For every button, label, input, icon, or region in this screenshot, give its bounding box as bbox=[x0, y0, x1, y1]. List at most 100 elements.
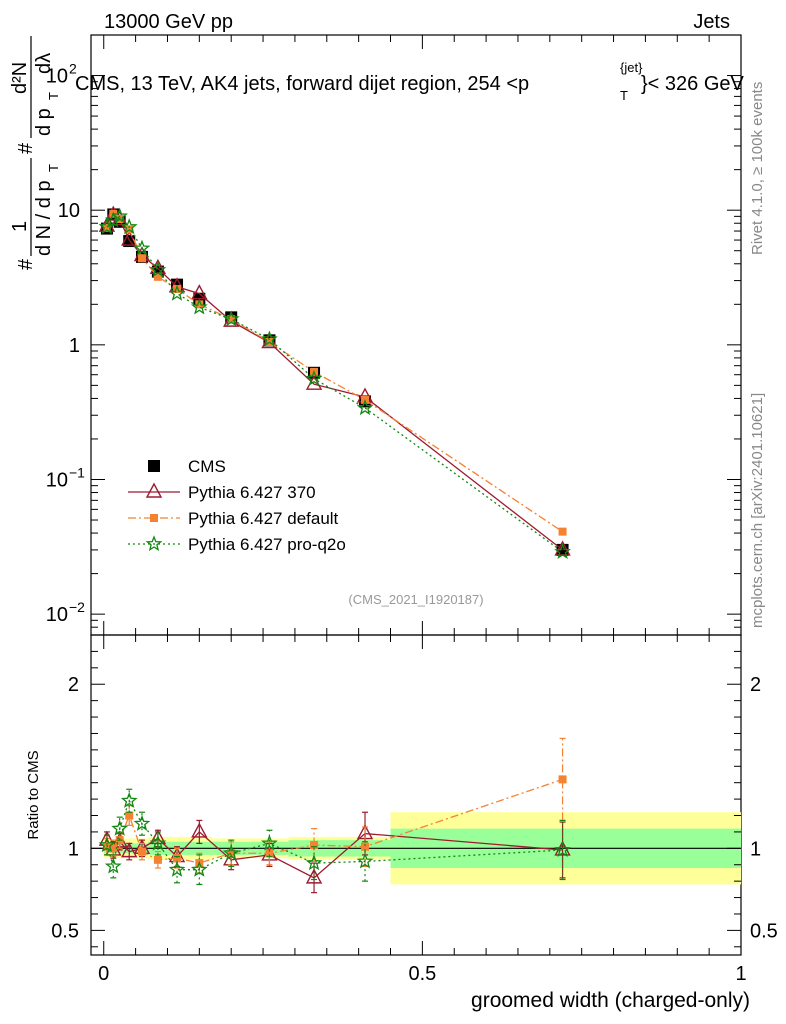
legend-marker-0 bbox=[148, 460, 160, 472]
ratio-plot-frame bbox=[90, 634, 742, 956]
legend-marker-1 bbox=[145, 482, 163, 498]
x-tick-label: 0 bbox=[98, 963, 109, 985]
ratio-y-tick-label-right: 2 bbox=[750, 674, 761, 696]
y-tick-label-exp: −1 bbox=[69, 464, 85, 480]
x-axis-label: groomed width (charged-only) bbox=[471, 989, 750, 1012]
ratio-point-2 bbox=[133, 814, 151, 831]
y-tick-label: 1 bbox=[69, 335, 80, 357]
rivet-version-label: Rivet 4.1.0, ≥ 100k events bbox=[749, 82, 766, 255]
header-energy: 13000 GeV pp bbox=[104, 11, 233, 33]
ratio-ylabel: Ratio to CMS bbox=[25, 750, 42, 839]
ratio-point-1 bbox=[109, 844, 118, 853]
ratio-point-0 bbox=[554, 840, 571, 856]
ratio-point-2 bbox=[168, 860, 186, 877]
ylabel-hash: # bbox=[15, 258, 37, 270]
ratio-point-1 bbox=[125, 811, 134, 820]
ylabel-dlambda: dλ bbox=[33, 53, 55, 74]
ratio-point-0 bbox=[305, 868, 323, 884]
header-category: Jets bbox=[693, 11, 730, 33]
ratio-point-0 bbox=[121, 842, 138, 858]
ratio-y-tick-label: 1 bbox=[68, 838, 79, 860]
ratio-uncertainty-bands bbox=[91, 812, 741, 885]
data-point-3 bbox=[261, 330, 278, 347]
analysis-id: (CMS_2021_I1920187) bbox=[348, 592, 483, 607]
legend-label-3: Pythia 6.427 pro-q2o bbox=[188, 535, 346, 554]
ratio-point-1 bbox=[310, 841, 319, 850]
x-tick-label: 0.5 bbox=[408, 963, 436, 985]
ratio-y-tick-label-right: 1 bbox=[750, 838, 761, 860]
y-tick-label: 10 bbox=[46, 66, 68, 88]
ratio-y-tick-label: 2 bbox=[68, 674, 79, 696]
legend: CMS Pythia 6.427 370 Pythia 6.427 default P… bbox=[128, 457, 346, 554]
data-point-3 bbox=[222, 310, 240, 327]
ratio-point-1 bbox=[265, 849, 274, 858]
legend-label-2: Pythia 6.427 default bbox=[188, 509, 339, 528]
data-point-3 bbox=[168, 284, 186, 301]
ratio-series bbox=[98, 737, 571, 894]
data-point-3 bbox=[149, 261, 167, 278]
y-tick-label: 10 bbox=[46, 604, 68, 626]
ratio-point-2 bbox=[104, 857, 122, 874]
data-point-2 bbox=[137, 254, 146, 263]
ratio-point-1 bbox=[227, 849, 236, 858]
y-tick-label-exp: 2 bbox=[69, 61, 77, 77]
ratio-point-2 bbox=[98, 836, 116, 853]
y-tick-label: 10 bbox=[46, 469, 68, 491]
data-point-3 bbox=[554, 543, 571, 559]
ratio-point-2 bbox=[305, 854, 323, 871]
y-tick-label-exp: −2 bbox=[69, 599, 85, 615]
ratio-y-tick-label: 0.5 bbox=[51, 920, 79, 942]
ylabel-d2N: d²N bbox=[9, 62, 31, 94]
ylabel-hash2: # bbox=[15, 142, 37, 154]
legend-marker-3 bbox=[145, 535, 163, 552]
legend-label-0: CMS bbox=[188, 457, 226, 476]
ratio-point-1 bbox=[153, 855, 162, 864]
ratio-point-2 bbox=[222, 844, 240, 861]
plot-title-end: }< 326 GeV bbox=[641, 73, 745, 95]
ratio-axes: 0.5 0.51 12 20 0.5 1 bbox=[51, 635, 778, 985]
ylabel-dpT: d p bbox=[33, 108, 55, 136]
ratio-point-0 bbox=[191, 822, 208, 838]
data-point-3 bbox=[190, 298, 208, 315]
ylabel-T: T bbox=[46, 164, 61, 172]
ratio-point-1 bbox=[173, 854, 182, 863]
ratio-point-2 bbox=[191, 860, 208, 877]
series-line-1 bbox=[106, 214, 563, 551]
data-point-2 bbox=[153, 272, 162, 281]
x-tick-label: 1 bbox=[735, 963, 746, 985]
plot-title-sup: {jet} bbox=[620, 60, 643, 75]
ratio-point-2 bbox=[261, 834, 278, 851]
data-point-3 bbox=[356, 399, 374, 416]
main-ylabel: # 1 d N / d p T # d²N d p T dλ bbox=[9, 36, 61, 270]
data-point-3 bbox=[104, 211, 122, 228]
ratio-point-2 bbox=[149, 834, 167, 851]
ylabel-one: 1 bbox=[9, 221, 31, 232]
legend-label-1: Pythia 6.427 370 bbox=[188, 483, 316, 502]
data-point-2 bbox=[195, 300, 204, 309]
data-point-2 bbox=[558, 527, 567, 536]
mcplots-label: mcplots.cern.ch [arXiv:2401.10621] bbox=[749, 393, 766, 628]
ratio-point-2 bbox=[554, 841, 571, 858]
data-point-3 bbox=[305, 369, 323, 386]
ratio-point-1 bbox=[361, 842, 370, 851]
data-point-2 bbox=[102, 223, 111, 232]
data-point-1 bbox=[121, 230, 138, 246]
data-point-2 bbox=[227, 315, 236, 324]
data-point-3 bbox=[120, 218, 138, 235]
ylabel-dN: d N / d p bbox=[33, 180, 55, 256]
data-point-3 bbox=[111, 207, 128, 224]
data-point-3 bbox=[133, 239, 151, 256]
ratio-point-1 bbox=[558, 775, 567, 784]
y-tick-label: 10 bbox=[58, 200, 80, 222]
plot-title: CMS, 13 TeV, AK4 jets, forward dijet reg… bbox=[75, 73, 529, 95]
ratio-point-1 bbox=[137, 847, 146, 856]
ratio-point-2 bbox=[120, 791, 138, 808]
series-line-2 bbox=[106, 212, 563, 533]
series-line-3 bbox=[106, 215, 563, 553]
plot-title-sub: T bbox=[620, 88, 628, 103]
legend-marker-2 bbox=[150, 514, 158, 522]
data-point-2 bbox=[173, 284, 182, 293]
ratio-point-2 bbox=[111, 819, 128, 836]
